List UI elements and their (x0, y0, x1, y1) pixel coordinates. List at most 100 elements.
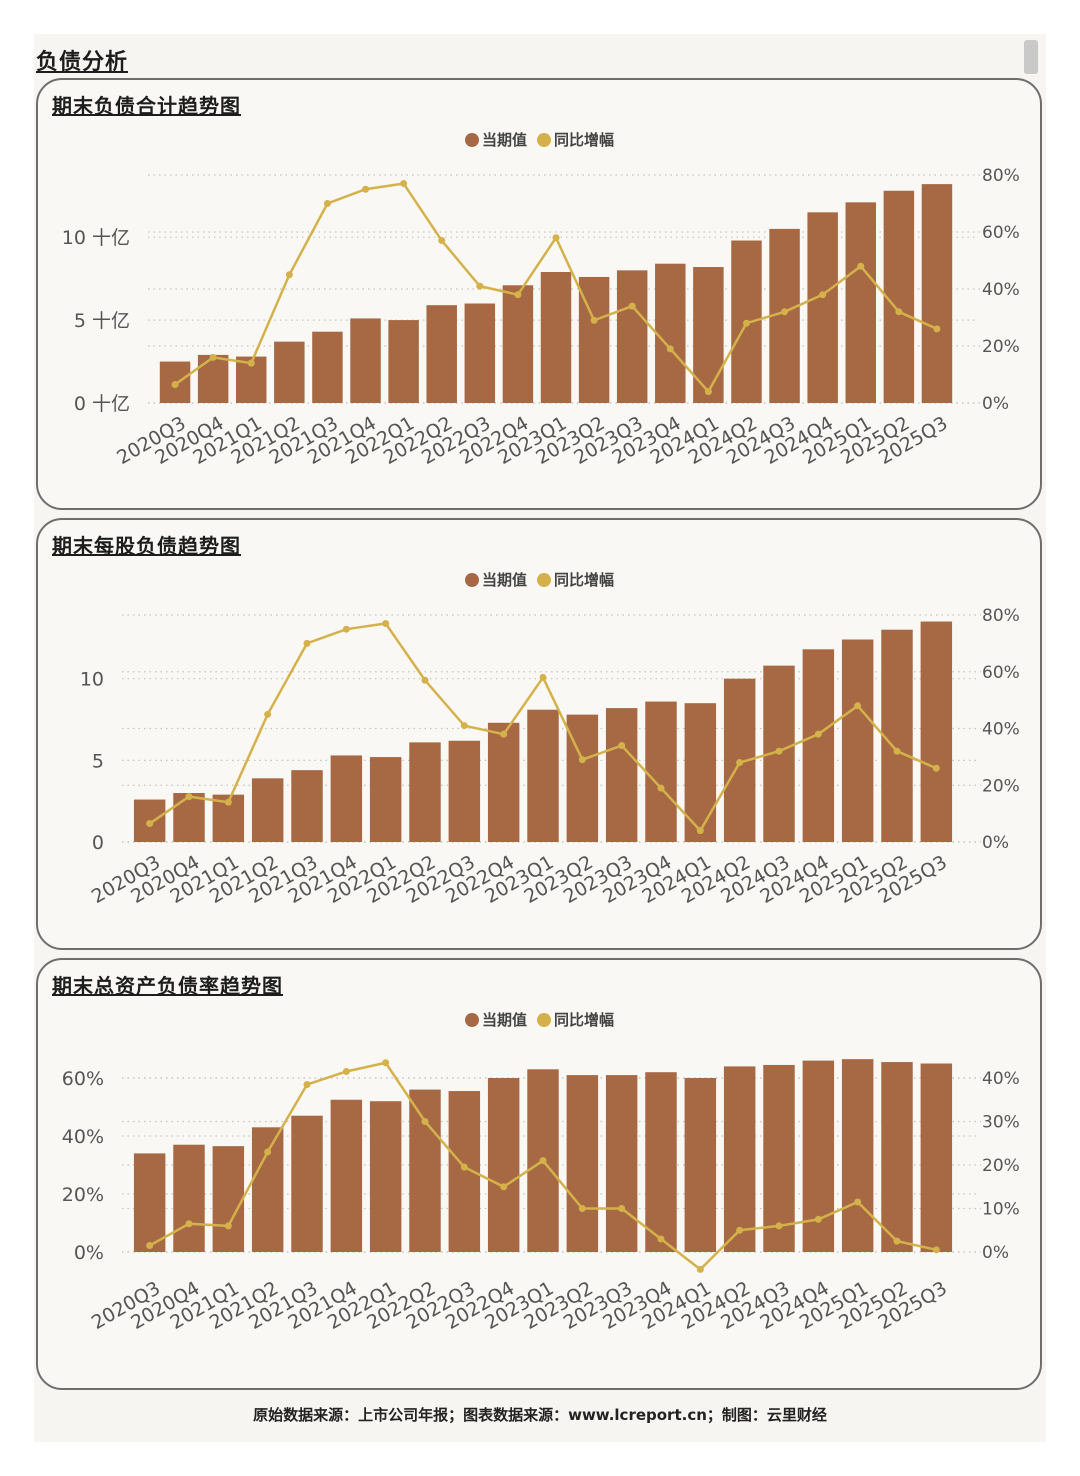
yoy-point-2022Q1 (382, 1059, 390, 1067)
yoy-point-2022Q3 (476, 282, 484, 290)
y-left-tick-label: 60% (62, 1068, 104, 1090)
yoy-point-2025Q1 (857, 262, 865, 270)
y-left-tick-label: 10 十亿 (62, 227, 130, 249)
y-left-tick-label: 0 (92, 832, 104, 854)
bar-2022Q1 (388, 320, 419, 403)
yoy-point-2022Q1 (382, 620, 390, 628)
bar-2023Q2 (566, 1075, 599, 1252)
yoy-point-2022Q2 (421, 676, 429, 684)
yoy-point-2023Q3 (618, 1205, 626, 1212)
yoy-point-2025Q3 (933, 325, 941, 333)
bar-2023Q1 (527, 709, 559, 842)
bar-2023Q3 (616, 270, 648, 403)
yoy-point-2021Q2 (264, 1148, 272, 1156)
legend-marker-yoy-growth (537, 573, 551, 587)
yoy-point-2023Q1 (539, 1157, 547, 1165)
y-right-tick-label: 20% (982, 1156, 1020, 1176)
legend-marker-current-value (465, 1013, 479, 1027)
bar-2023Q1 (540, 272, 572, 403)
yoy-point-2021Q1 (224, 798, 232, 806)
yoy-point-2021Q1 (247, 359, 255, 367)
scrollbar-thumb[interactable] (1024, 40, 1038, 74)
debt-ratio-chart-panel: 期末总资产负债率趋势图 当期值 同比增幅 0% 10% 20% 30% 40% 0% 20% 40… (36, 958, 1042, 1390)
bar-2024Q4 (802, 1060, 835, 1252)
yoy-point-2022Q4 (514, 291, 522, 299)
bar-2024Q4 (802, 649, 835, 842)
bar-2024Q4 (807, 212, 838, 403)
legend-label-yoy-growth: 同比增幅 (554, 571, 614, 589)
legend-label-yoy-growth: 同比增幅 (554, 1011, 614, 1029)
bar-2024Q2 (723, 1066, 756, 1252)
yoy-point-2023Q4 (666, 345, 674, 353)
yoy-point-2023Q1 (552, 234, 560, 242)
y-right-tick-label: 80% (982, 166, 1020, 186)
yoy-point-2025Q2 (895, 308, 903, 316)
yoy-point-2022Q3 (460, 722, 468, 730)
bar-2024Q1 (684, 1078, 717, 1252)
yoy-point-2020Q3 (171, 380, 179, 388)
yoy-point-2022Q2 (438, 237, 446, 245)
bar-2022Q2 (426, 305, 457, 403)
yoy-point-2023Q2 (578, 1205, 586, 1212)
y-right-tick-label: 60% (982, 663, 1020, 683)
bar-2025Q2 (881, 1062, 913, 1252)
bar-2025Q2 (883, 190, 915, 403)
bar-2024Q1 (693, 267, 724, 403)
bar-2022Q4 (502, 285, 534, 403)
legend: 当期值 同比增幅 (465, 1011, 614, 1029)
legend-label-current-value: 当期值 (482, 131, 527, 149)
bar-2021Q2 (274, 341, 305, 403)
y-right-tick-label: 20% (982, 337, 1020, 357)
y-right-tick-label: 40% (982, 1069, 1020, 1089)
bar-2022Q1 (369, 757, 402, 842)
yoy-point-2025Q1 (854, 1198, 862, 1206)
chart-svg: 当期值 同比增幅0%20%40%60%80%05102020Q32020Q4202… (80, 571, 1020, 908)
yoy-point-2024Q2 (742, 319, 750, 327)
bar-2024Q3 (763, 1064, 795, 1252)
bar-2022Q3 (448, 740, 481, 842)
yoy-point-2024Q2 (736, 759, 744, 767)
y-left-tick-label: 5 (92, 750, 104, 772)
yoy-point-2022Q4 (500, 730, 508, 738)
yoy-point-2021Q2 (285, 271, 293, 279)
yoy-point-2025Q1 (854, 702, 862, 710)
y-left-tick-label: 10 (80, 669, 104, 691)
y-right-tick-label: 40% (982, 280, 1020, 300)
yoy-point-2022Q2 (421, 1118, 429, 1125)
yoy-point-2021Q4 (342, 1067, 350, 1075)
bar-2023Q2 (566, 714, 599, 842)
bar-2025Q1 (841, 639, 874, 842)
yoy-point-2023Q1 (539, 673, 547, 681)
yoy-point-2024Q4 (819, 291, 827, 299)
y-right-tick-label: 0% (982, 1243, 1009, 1263)
legend-marker-current-value (465, 573, 479, 587)
yoy-point-2023Q3 (618, 742, 626, 750)
yoy-point-2022Q4 (500, 1183, 508, 1191)
bar-2025Q1 (841, 1059, 874, 1252)
yoy-point-2020Q4 (185, 1220, 193, 1228)
y-left-tick-label: 40% (62, 1126, 104, 1148)
y-left-tick-label: 0% (74, 1242, 104, 1264)
bar-2025Q3 (920, 621, 953, 842)
y-left-tick-label: 20% (62, 1184, 104, 1206)
legend-marker-yoy-growth (537, 133, 551, 147)
yoy-point-2020Q4 (209, 353, 217, 361)
bar-2025Q3 (921, 184, 953, 403)
bar-2022Q4 (487, 1078, 520, 1252)
yoy-point-2021Q3 (303, 1081, 311, 1089)
chart-title: 期末每股负债趋势图 (52, 534, 241, 558)
y-left-tick-label: 5 十亿 (74, 310, 130, 332)
bar-2020Q4 (197, 354, 229, 403)
bar-2022Q1 (369, 1101, 402, 1252)
bar-2022Q4 (487, 722, 520, 842)
chart-svg: 当期值 同比增幅0%10%20%30%40%0%20%40%60%2020Q320… (62, 1011, 1020, 1334)
bar-2022Q3 (464, 303, 496, 403)
bar-2022Q2 (409, 742, 441, 842)
bar-2021Q2 (251, 1127, 284, 1252)
yoy-point-2021Q4 (342, 625, 350, 633)
y-right-tick-label: 40% (982, 720, 1020, 740)
yoy-point-2024Q1 (696, 1265, 704, 1273)
yoy-point-2022Q3 (460, 1163, 468, 1171)
bar-2023Q3 (605, 708, 638, 842)
